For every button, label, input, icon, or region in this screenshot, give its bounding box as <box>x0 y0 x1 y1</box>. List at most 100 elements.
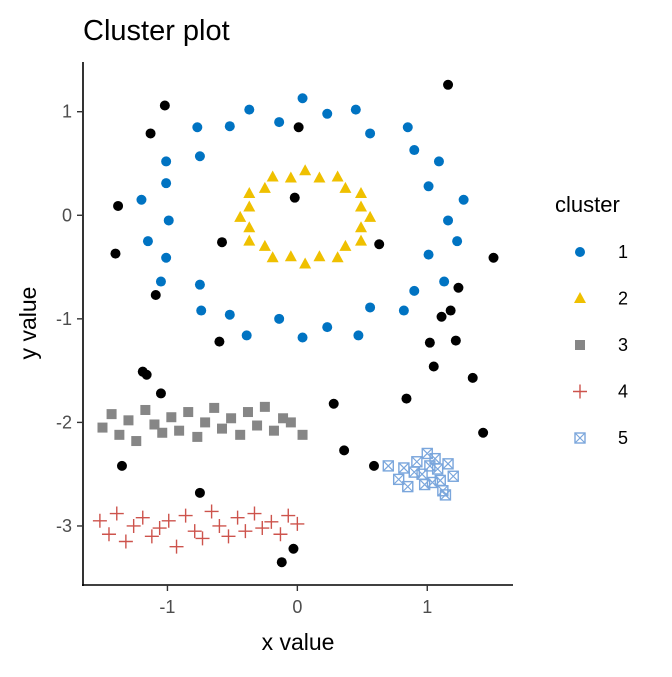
point-cluster-3 <box>235 429 246 440</box>
point-cluster-2 <box>284 250 297 262</box>
point-cluster-3 <box>268 425 279 436</box>
point-cluster-4 <box>144 529 159 544</box>
point-cluster-1 <box>244 104 255 115</box>
point-cluster-4 <box>195 531 210 546</box>
x-tick-label: 0 <box>292 597 302 617</box>
point-cluster-2 <box>355 200 368 212</box>
point-cluster-1 <box>274 117 285 128</box>
legend-label: 4 <box>618 382 628 402</box>
point-cluster-4 <box>135 510 150 525</box>
point-cluster-0 <box>155 388 166 399</box>
point-cluster-2 <box>339 181 352 193</box>
legend-title: cluster <box>555 192 620 217</box>
point-cluster-4 <box>264 514 279 529</box>
point-cluster-1 <box>452 236 463 247</box>
point-cluster-2 <box>299 164 312 176</box>
point-cluster-5 <box>439 489 452 501</box>
point-cluster-2 <box>243 187 256 199</box>
point-cluster-0 <box>293 122 304 133</box>
point-cluster-2 <box>243 234 256 246</box>
point-cluster-0 <box>145 128 156 139</box>
point-cluster-2 <box>243 221 256 233</box>
point-cluster-4 <box>212 518 227 533</box>
legend-label: 1 <box>618 242 628 262</box>
point-cluster-3 <box>259 401 270 412</box>
point-cluster-2 <box>299 257 312 269</box>
x-axis-label: x value <box>262 629 335 655</box>
point-cluster-2 <box>355 187 368 199</box>
point-cluster-1 <box>409 285 420 296</box>
point-cluster-0 <box>214 336 225 347</box>
point-cluster-4 <box>238 524 253 539</box>
point-cluster-5 <box>402 480 414 493</box>
point-cluster-1 <box>161 178 172 189</box>
point-cluster-0 <box>424 337 435 348</box>
point-cluster-0 <box>478 427 489 438</box>
y-tick-label: 1 <box>62 102 72 122</box>
legend-key-3 <box>575 340 585 350</box>
y-tick-label: -2 <box>56 412 72 432</box>
legend-item-5: 5 <box>574 428 628 448</box>
point-cluster-1 <box>365 128 376 139</box>
point-cluster-5 <box>442 458 454 470</box>
point-cluster-0 <box>488 252 499 263</box>
point-cluster-0 <box>289 192 300 203</box>
point-cluster-3 <box>183 407 194 418</box>
point-cluster-2 <box>339 239 352 251</box>
point-cluster-4 <box>152 521 167 536</box>
point-cluster-1 <box>224 309 235 320</box>
point-cluster-0 <box>374 239 385 250</box>
point-cluster-4 <box>169 539 184 554</box>
point-cluster-3 <box>192 431 203 442</box>
point-cluster-0 <box>436 311 447 322</box>
point-cluster-4 <box>255 521 270 536</box>
point-cluster-4 <box>273 527 288 542</box>
point-cluster-3 <box>140 404 151 415</box>
point-cluster-3 <box>226 413 237 424</box>
point-cluster-4 <box>290 516 305 531</box>
point-cluster-3 <box>106 409 117 420</box>
point-cluster-4 <box>230 510 245 525</box>
x-tick-label: 1 <box>422 597 432 617</box>
point-cluster-4 <box>281 508 296 523</box>
point-cluster-0 <box>276 557 287 568</box>
point-cluster-4 <box>126 518 141 533</box>
point-cluster-3 <box>209 402 220 413</box>
point-cluster-5 <box>431 463 444 475</box>
point-cluster-5 <box>434 474 446 487</box>
point-cluster-2 <box>243 200 256 212</box>
y-tick-label: -1 <box>56 309 72 329</box>
point-cluster-4 <box>92 513 107 528</box>
point-cluster-1 <box>423 249 434 260</box>
legend-label: 5 <box>618 428 628 448</box>
point-cluster-3 <box>123 415 134 426</box>
point-cluster-4 <box>187 524 202 539</box>
y-axis-ticks: 1 0 -1 -2 -3 <box>56 102 83 536</box>
point-cluster-2 <box>313 171 326 183</box>
chart-title: Cluster plot <box>83 15 230 47</box>
point-cluster-0 <box>445 305 456 316</box>
legend-key-1 <box>575 247 585 257</box>
x-axis-ticks: -1 0 1 <box>159 585 432 617</box>
y-tick-label: 0 <box>62 205 72 225</box>
point-cluster-1 <box>142 236 153 247</box>
point-cluster-2 <box>284 171 297 183</box>
point-cluster-0 <box>159 100 170 111</box>
point-cluster-0 <box>401 393 412 404</box>
legend-label: 3 <box>618 335 628 355</box>
point-cluster-3 <box>97 422 108 433</box>
point-cluster-5 <box>418 478 431 491</box>
point-cluster-1 <box>398 305 409 316</box>
point-cluster-2 <box>355 221 368 233</box>
point-cluster-1 <box>353 330 364 341</box>
legend-item-1: 1 <box>575 242 628 262</box>
point-cluster-1 <box>196 305 207 316</box>
point-cluster-0 <box>428 361 439 372</box>
point-cluster-1 <box>365 302 376 313</box>
point-cluster-4 <box>204 504 219 519</box>
point-cluster-3 <box>174 425 185 436</box>
point-cluster-3 <box>114 429 125 440</box>
point-cluster-3 <box>166 412 177 423</box>
point-cluster-0 <box>339 445 350 456</box>
